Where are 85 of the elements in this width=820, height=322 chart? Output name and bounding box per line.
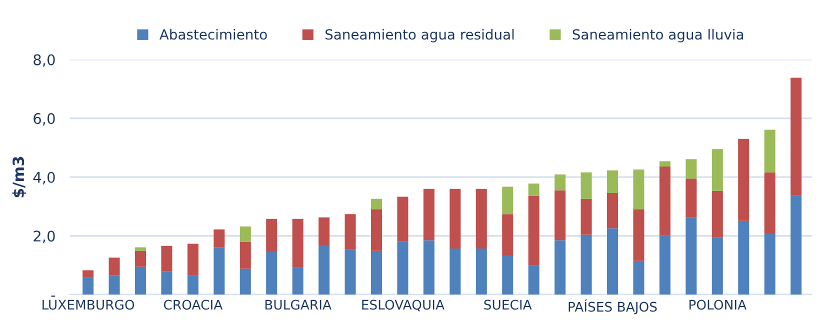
legend-label: Saneamiento agua lluvia: [572, 28, 744, 42]
bar: [450, 188, 461, 248]
bar: [764, 130, 776, 172]
bar: [502, 186, 514, 214]
bar: [371, 209, 382, 251]
legend-label: Abastecimiento: [160, 28, 267, 40]
bar: [318, 246, 330, 295]
bar: [240, 242, 251, 269]
bar: [292, 268, 304, 295]
bar: [528, 266, 540, 295]
x-tick-label: ESLOVAQUIA: [362, 300, 444, 312]
bar: [712, 190, 723, 238]
bar: [502, 214, 514, 256]
bar: [371, 250, 382, 295]
bar: [292, 218, 304, 268]
bar: [476, 188, 487, 248]
legend-label: Saneamiento agua residual: [325, 28, 514, 42]
bar: [371, 198, 382, 210]
bar: [686, 159, 697, 179]
bar: [554, 190, 566, 240]
bar: [712, 237, 723, 295]
bar: [659, 166, 670, 236]
bar: [764, 234, 776, 295]
bar: [108, 258, 120, 276]
x-tick-label: CROACIA: [164, 300, 223, 310]
bar: [187, 276, 198, 295]
bar: [450, 248, 461, 295]
bar: [790, 196, 802, 295]
bar: [187, 244, 198, 276]
bar: [214, 247, 225, 295]
bar: [790, 78, 802, 196]
bar: [659, 161, 670, 167]
y-tick-label: 6,0: [34, 113, 55, 126]
bar: [686, 178, 697, 218]
bar: [423, 188, 434, 240]
bar: [580, 198, 592, 235]
bar: [240, 268, 251, 295]
bar: [712, 149, 723, 191]
y-tick-label: 2,0: [34, 230, 55, 244]
bar: [397, 196, 408, 242]
bar: [318, 217, 330, 246]
bar: [686, 217, 697, 295]
bar: [607, 170, 618, 193]
bar: [633, 260, 644, 295]
x-tick-label: BULGARIA: [265, 300, 332, 310]
bar: [344, 214, 356, 250]
bar: [633, 209, 644, 261]
bar: [633, 169, 644, 210]
y-tick-label: 4,0: [33, 172, 55, 184]
bar: [397, 242, 408, 295]
bar: [423, 240, 434, 295]
x-tick-label: SUECIA: [484, 300, 532, 310]
y-tick-label: -: [51, 296, 56, 297]
bar: [134, 250, 146, 267]
bar: [108, 275, 120, 295]
bar: [738, 220, 750, 295]
bar: [554, 174, 566, 190]
bar: [161, 271, 172, 295]
bar: [528, 196, 540, 266]
bar: [240, 226, 251, 242]
bar: [607, 192, 618, 228]
bar: [738, 138, 750, 221]
bar: [580, 172, 592, 199]
bar: [161, 246, 172, 272]
bar: [764, 172, 776, 234]
bar: [214, 229, 225, 248]
bar: [266, 251, 278, 295]
x-tick-label: POLONIA: [689, 300, 746, 310]
bar: [476, 248, 487, 295]
bar: [528, 184, 540, 196]
bar: [82, 270, 94, 278]
y-tick-label: 8,0: [34, 54, 55, 67]
bar: [659, 236, 670, 295]
bar: [134, 266, 146, 295]
bar: [607, 228, 618, 295]
x-tick-label: LUXEMBURGO: [42, 300, 134, 310]
y-axis-title: $/m3: [12, 156, 26, 198]
bar: [266, 218, 278, 252]
bar: [82, 278, 94, 295]
bar: [502, 256, 514, 295]
bar: [344, 249, 356, 295]
bar: [134, 247, 146, 251]
x-tick-label: PAÍSES BAJOS: [568, 299, 657, 314]
bar: [580, 234, 592, 295]
bar: [554, 240, 566, 295]
